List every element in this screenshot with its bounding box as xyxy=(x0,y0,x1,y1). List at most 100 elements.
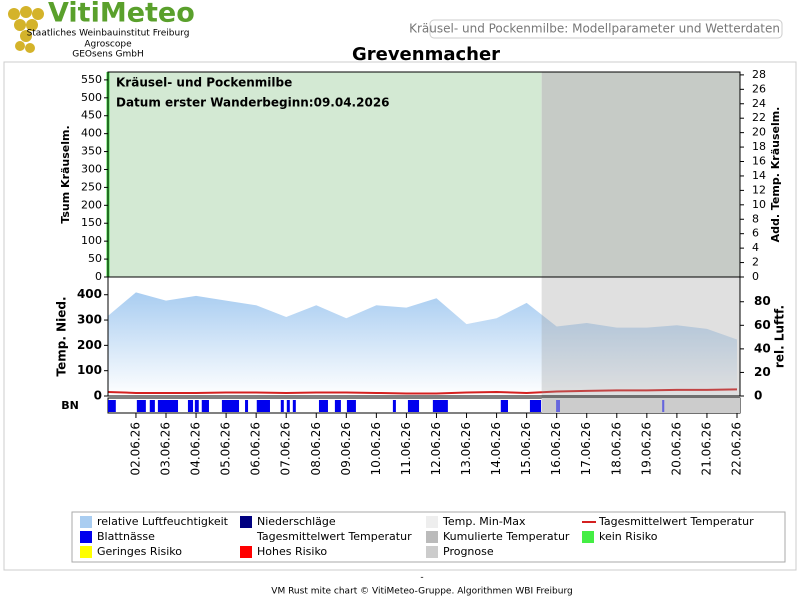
legend-swatch xyxy=(426,546,438,558)
logo-grapes xyxy=(8,6,44,53)
x-tick-label: 06.06.26 xyxy=(249,422,263,475)
leaf-wetness xyxy=(286,400,290,412)
y-tick-label: 250 xyxy=(81,180,102,193)
leaf-wetness xyxy=(187,400,194,412)
forecast-overlay xyxy=(541,277,740,414)
x-tick-label: 07.06.26 xyxy=(279,422,293,475)
y2-tick-label: 0 xyxy=(754,389,762,403)
legend-label: Geringes Risiko xyxy=(97,545,182,558)
legend-swatch xyxy=(80,546,92,558)
y2-tick-label: 28 xyxy=(752,68,766,81)
x-tick-label: 16.06.26 xyxy=(549,422,563,475)
leaf-wetness xyxy=(500,400,508,412)
leaf-wetness xyxy=(108,400,116,412)
y2-tick-label: 8 xyxy=(752,212,759,225)
leaf-wetness xyxy=(157,400,179,412)
legend-swatch xyxy=(426,531,438,543)
leaf-wetness xyxy=(556,400,560,412)
legend-label: Prognose xyxy=(443,545,494,558)
x-tick-label: 05.06.26 xyxy=(219,422,233,475)
x-tick-label: 11.06.26 xyxy=(399,422,413,475)
panel-border xyxy=(107,71,741,397)
y-tick-label: 0 xyxy=(94,389,102,403)
y2-tick-label: 26 xyxy=(752,82,766,95)
x-tick-label: 08.06.26 xyxy=(309,422,323,475)
y2-axis-title: rel. Luftf. xyxy=(773,305,787,368)
x-tick-label: 17.06.26 xyxy=(579,422,593,475)
y-tick-label: 100 xyxy=(81,234,102,247)
leaf-wetness xyxy=(256,400,270,412)
leaf-wetness xyxy=(194,400,199,412)
org: GEOsens GmbH xyxy=(72,50,143,60)
y-tick-label: 150 xyxy=(81,216,102,229)
strip-label: BN xyxy=(61,399,79,412)
leaf-wetness xyxy=(432,400,448,412)
y-tick-label: 450 xyxy=(81,109,102,122)
x-tick-label: 10.06.26 xyxy=(369,422,383,475)
legend-swatch xyxy=(80,531,92,543)
y-tick-label: 500 xyxy=(81,91,102,104)
y2-tick-label: 6 xyxy=(752,227,759,240)
x-tick-label: 09.06.26 xyxy=(339,422,353,475)
footer: VM Rust mite chart © VitiMeteo-Gruppe. A… xyxy=(271,587,572,597)
y2-axis-title: Add. Temp. Kräuselm. xyxy=(769,107,782,243)
y2-tick-label: 20 xyxy=(752,126,766,139)
y2-tick-label: 80 xyxy=(754,294,771,308)
legend-swatch xyxy=(240,546,252,558)
leaf-wetness xyxy=(245,400,249,412)
y2-tick-label: 60 xyxy=(754,318,771,332)
region xyxy=(541,72,740,277)
y-tick-label: 50 xyxy=(88,252,102,265)
x-tick-label: 15.06.26 xyxy=(519,422,533,475)
x-tick-label: 12.06.26 xyxy=(429,422,443,475)
legend-swatch xyxy=(240,531,252,543)
x-tick-label: 19.06.26 xyxy=(639,422,653,475)
x-tick-label: 18.06.26 xyxy=(609,422,623,475)
leaf-wetness xyxy=(136,400,146,412)
y-tick-label: 200 xyxy=(77,338,102,352)
legend-label: Tagesmittelwert Temperatur xyxy=(598,515,754,528)
y-tick-label: 400 xyxy=(77,287,102,301)
x-tick-label: 21.06.26 xyxy=(699,422,713,475)
legend-label: Kumulierte Temperatur xyxy=(443,530,570,543)
legend-label: Hohes Risiko xyxy=(257,545,327,558)
x-tick-label: 22.06.26 xyxy=(729,422,743,475)
y-tick-label: 200 xyxy=(81,198,102,211)
y2-tick-label: 4 xyxy=(752,241,759,254)
x-tick-label: 20.06.26 xyxy=(669,422,683,475)
x-tick-label: 02.06.26 xyxy=(128,422,142,475)
y-tick-label: 400 xyxy=(81,127,102,140)
leaf-wetness xyxy=(662,400,665,412)
leaf-wetness xyxy=(346,400,356,412)
y2-tick-label: 22 xyxy=(752,111,766,124)
x-tick-label: 03.06.26 xyxy=(159,422,173,475)
y2-tick-label: 24 xyxy=(752,97,766,110)
y2-tick-label: 40 xyxy=(754,341,771,355)
y-tick-label: 300 xyxy=(77,313,102,327)
logo: VitiMeteo xyxy=(48,0,195,29)
y2-tick-label: 12 xyxy=(752,183,766,196)
y-tick-label: 100 xyxy=(77,363,102,377)
chart-title: Grevenmacher xyxy=(352,44,500,65)
org: Agroscope xyxy=(84,40,132,50)
y2-tick-label: 14 xyxy=(752,169,766,182)
y2-tick-label: 2 xyxy=(752,256,759,269)
legend-swatch xyxy=(426,516,438,528)
leaf-wetness xyxy=(221,400,240,412)
annotation: Datum erster Wanderbeginn:09.04.2026 xyxy=(116,96,390,110)
legend-label: Niederschläge xyxy=(257,515,336,528)
y-tick-label: 300 xyxy=(81,162,102,175)
tab xyxy=(429,19,783,39)
y-axis-title: Tsum Kräuselm. xyxy=(59,125,72,223)
footer: - xyxy=(420,573,423,583)
y-axis-title: Temp. Nied. xyxy=(55,296,69,376)
y2-tick-label: 16 xyxy=(752,155,766,168)
frame xyxy=(3,61,797,571)
humidity-area xyxy=(108,292,737,396)
leaf-wetness xyxy=(392,400,396,412)
x-tick-label: 04.06.26 xyxy=(189,422,203,475)
y2-tick-label: 10 xyxy=(752,198,766,211)
legend-swatch xyxy=(582,531,594,543)
legend-label: Blattnässe xyxy=(97,530,155,543)
